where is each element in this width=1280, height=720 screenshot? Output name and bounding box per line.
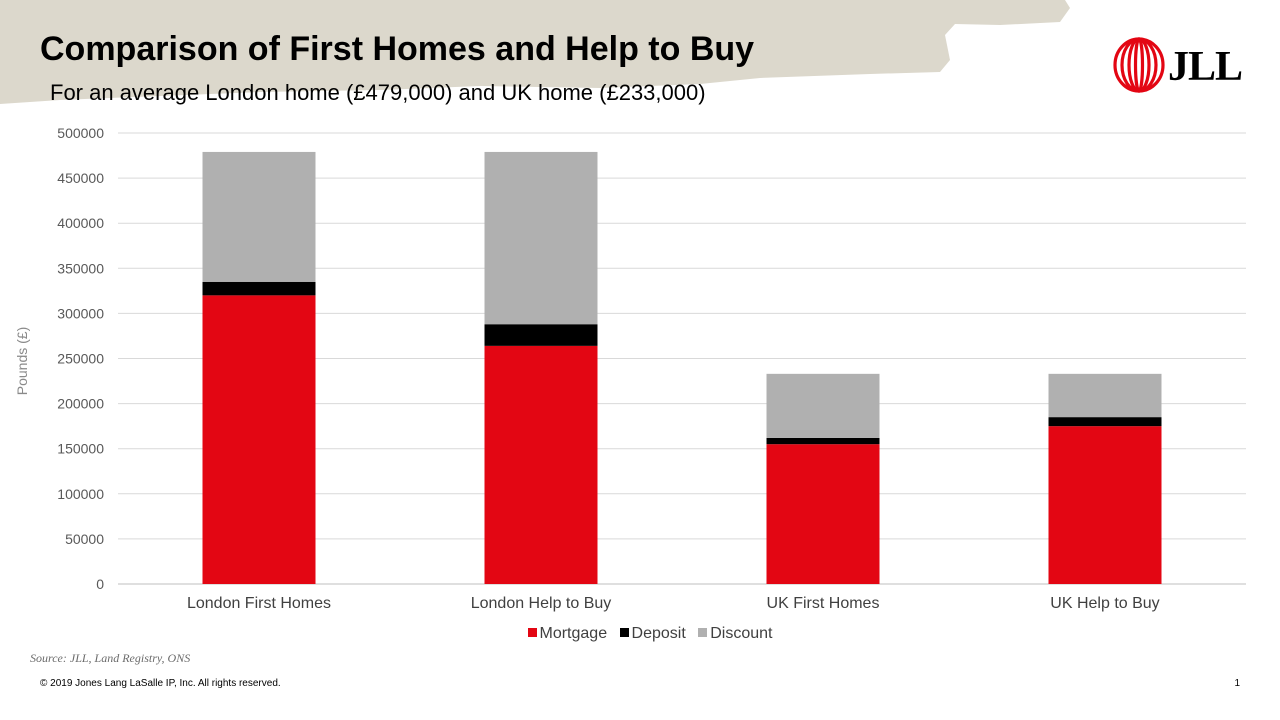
x-category-label: UK Help to Buy xyxy=(1050,595,1159,612)
y-tick-label: 0 xyxy=(96,576,104,592)
x-category-labels: London First Homes London Help to Buy UK F… xyxy=(187,595,1160,612)
legend-item-discount: Discount xyxy=(698,625,773,643)
y-tick-label: 300000 xyxy=(57,305,104,321)
y-tick-label: 350000 xyxy=(57,260,104,276)
x-category-label: UK First Homes xyxy=(767,595,880,612)
slide-title: Comparison of First Homes and Help to Bu… xyxy=(40,30,755,68)
chart-legend: Mortgage Deposit Discount xyxy=(0,625,1280,643)
legend-swatch-mortgage xyxy=(527,628,537,637)
legend-label-mortgage: Mortgage xyxy=(539,625,608,642)
y-tick-label: 400000 xyxy=(57,215,104,231)
y-tick-label: 100000 xyxy=(57,486,104,502)
bar-mortgage xyxy=(202,295,316,584)
source-note: Source: JLL, Land Registry, ONS xyxy=(30,651,191,665)
page-number: 1 xyxy=(1234,678,1240,689)
bar-deposit xyxy=(484,324,598,346)
bar-deposit xyxy=(202,281,316,296)
brush-stroke-background xyxy=(0,0,1070,104)
y-tick-label: 250000 xyxy=(57,351,104,367)
legend-label-discount: Discount xyxy=(710,625,773,642)
legend-swatch-discount xyxy=(698,628,708,637)
bars xyxy=(202,151,1162,584)
bar-mortgage xyxy=(766,444,880,584)
bar-discount xyxy=(766,373,880,438)
bar-discount xyxy=(202,151,316,282)
x-category-label: London First Homes xyxy=(187,595,331,612)
y-tick-label: 450000 xyxy=(57,170,104,186)
legend-swatch-deposit xyxy=(619,628,629,637)
bar-deposit xyxy=(766,437,880,445)
bar-discount xyxy=(484,151,598,325)
legend-item-mortgage: Mortgage xyxy=(527,625,608,643)
bar-deposit xyxy=(1048,417,1162,427)
y-tick-label: 150000 xyxy=(57,441,104,457)
bar-discount xyxy=(1048,373,1162,418)
y-axis-label: Pounds (£) xyxy=(14,327,30,395)
bar-mortgage xyxy=(484,345,598,584)
jll-logo-icon xyxy=(1113,37,1165,93)
slide-subtitle: For an average London home (£479,000) an… xyxy=(50,80,706,105)
logo-text: JLL xyxy=(1168,44,1243,90)
legend-label-deposit: Deposit xyxy=(631,625,686,642)
y-tick-label: 500000 xyxy=(57,125,104,141)
y-tick-label: 50000 xyxy=(65,531,104,547)
y-tick-label: 200000 xyxy=(57,396,104,412)
bar-mortgage xyxy=(1048,426,1162,584)
y-tick-labels: 0 50000 100000 150000 200000 250000 300000 3500… xyxy=(57,125,104,592)
x-category-label: London Help to Buy xyxy=(471,595,612,612)
legend-item-deposit: Deposit xyxy=(619,625,686,643)
copyright-notice: © 2019 Jones Lang LaSalle IP, Inc. All r… xyxy=(40,678,281,689)
